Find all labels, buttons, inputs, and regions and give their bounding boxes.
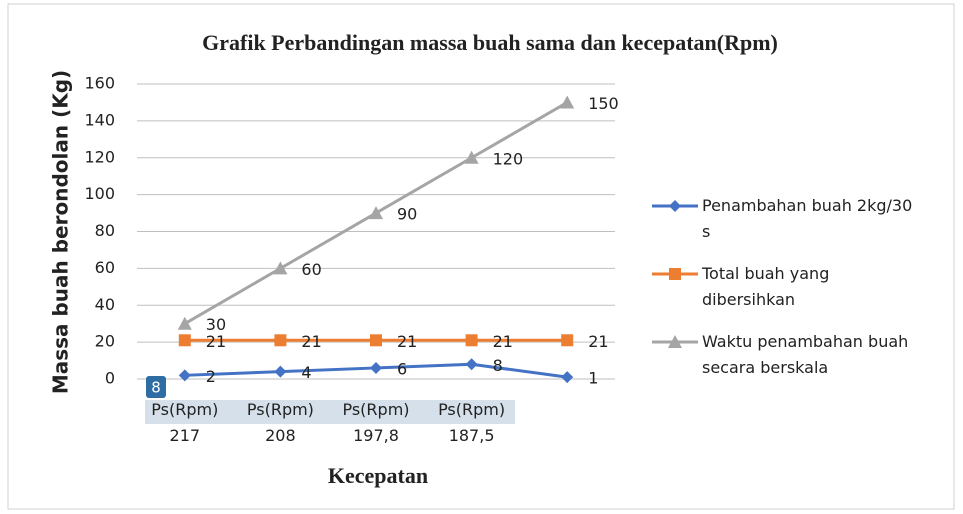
data-label: 8 (493, 356, 503, 375)
marker (274, 334, 287, 347)
y-tick-label: 160 (84, 74, 115, 93)
data-label: 21 (588, 332, 608, 351)
data-label: 21 (301, 332, 321, 351)
y-tick-label: 120 (84, 147, 115, 166)
marker (561, 334, 574, 347)
data-label: 1 (588, 369, 598, 388)
y-tick-label: 20 (95, 332, 115, 351)
y-axis-title: Massa buah berondolan (Kg) (49, 70, 73, 394)
marker (273, 261, 288, 275)
data-label: 90 (397, 205, 417, 224)
marker (178, 334, 191, 347)
data-label: 4 (301, 363, 311, 382)
selection-band (145, 400, 515, 424)
marker (465, 334, 478, 347)
data-label: 21 (206, 332, 226, 351)
legend-label: Waktu penambahan buah secara berskala (702, 332, 908, 377)
marker (668, 335, 682, 348)
marker (369, 206, 383, 220)
y-tick-label: 60 (95, 258, 115, 277)
data-label: 6 (397, 359, 407, 378)
y-tick-label: 100 (84, 184, 115, 203)
marker (561, 371, 574, 384)
marker (177, 316, 192, 330)
data-label: 120 (493, 149, 524, 168)
data-label: 60 (301, 260, 321, 279)
data-label: 150 (588, 94, 619, 113)
x-tick-label: Ps(Rpm) 187,5 (438, 400, 505, 445)
marker (178, 369, 191, 382)
y-tick-label: 0 (105, 369, 115, 388)
badge: 8 (151, 379, 161, 397)
x-axis-title: Kecepatan (328, 463, 428, 488)
y-tick-label: 140 (84, 110, 115, 129)
legend-label: Total buah yang dibersihkan (701, 264, 829, 309)
data-label: 21 (493, 332, 513, 351)
chart-frame (7, 3, 955, 510)
legend-label: Penambahan buah 2kg/30 s (702, 196, 912, 241)
data-label: 2 (206, 367, 216, 386)
badge-box (146, 376, 166, 398)
marker (560, 95, 575, 109)
marker (669, 200, 681, 212)
x-tick-label: Ps(Rpm) 208 (247, 400, 314, 445)
y-tick-label: 40 (95, 295, 115, 314)
data-label: 21 (397, 332, 417, 351)
chart-title: Grafik Perbandingan massa buah sama dan … (202, 30, 778, 55)
y-tick-label: 80 (95, 221, 115, 240)
x-tick-label: Ps(Rpm) 217 (151, 400, 218, 445)
marker (465, 358, 478, 371)
marker (370, 334, 382, 347)
marker (274, 365, 287, 378)
marker (464, 150, 479, 164)
marker (370, 361, 382, 374)
marker (669, 268, 681, 280)
x-tick-label: Ps(Rpm) 197,8 (342, 400, 409, 445)
data-label: 30 (206, 315, 226, 334)
